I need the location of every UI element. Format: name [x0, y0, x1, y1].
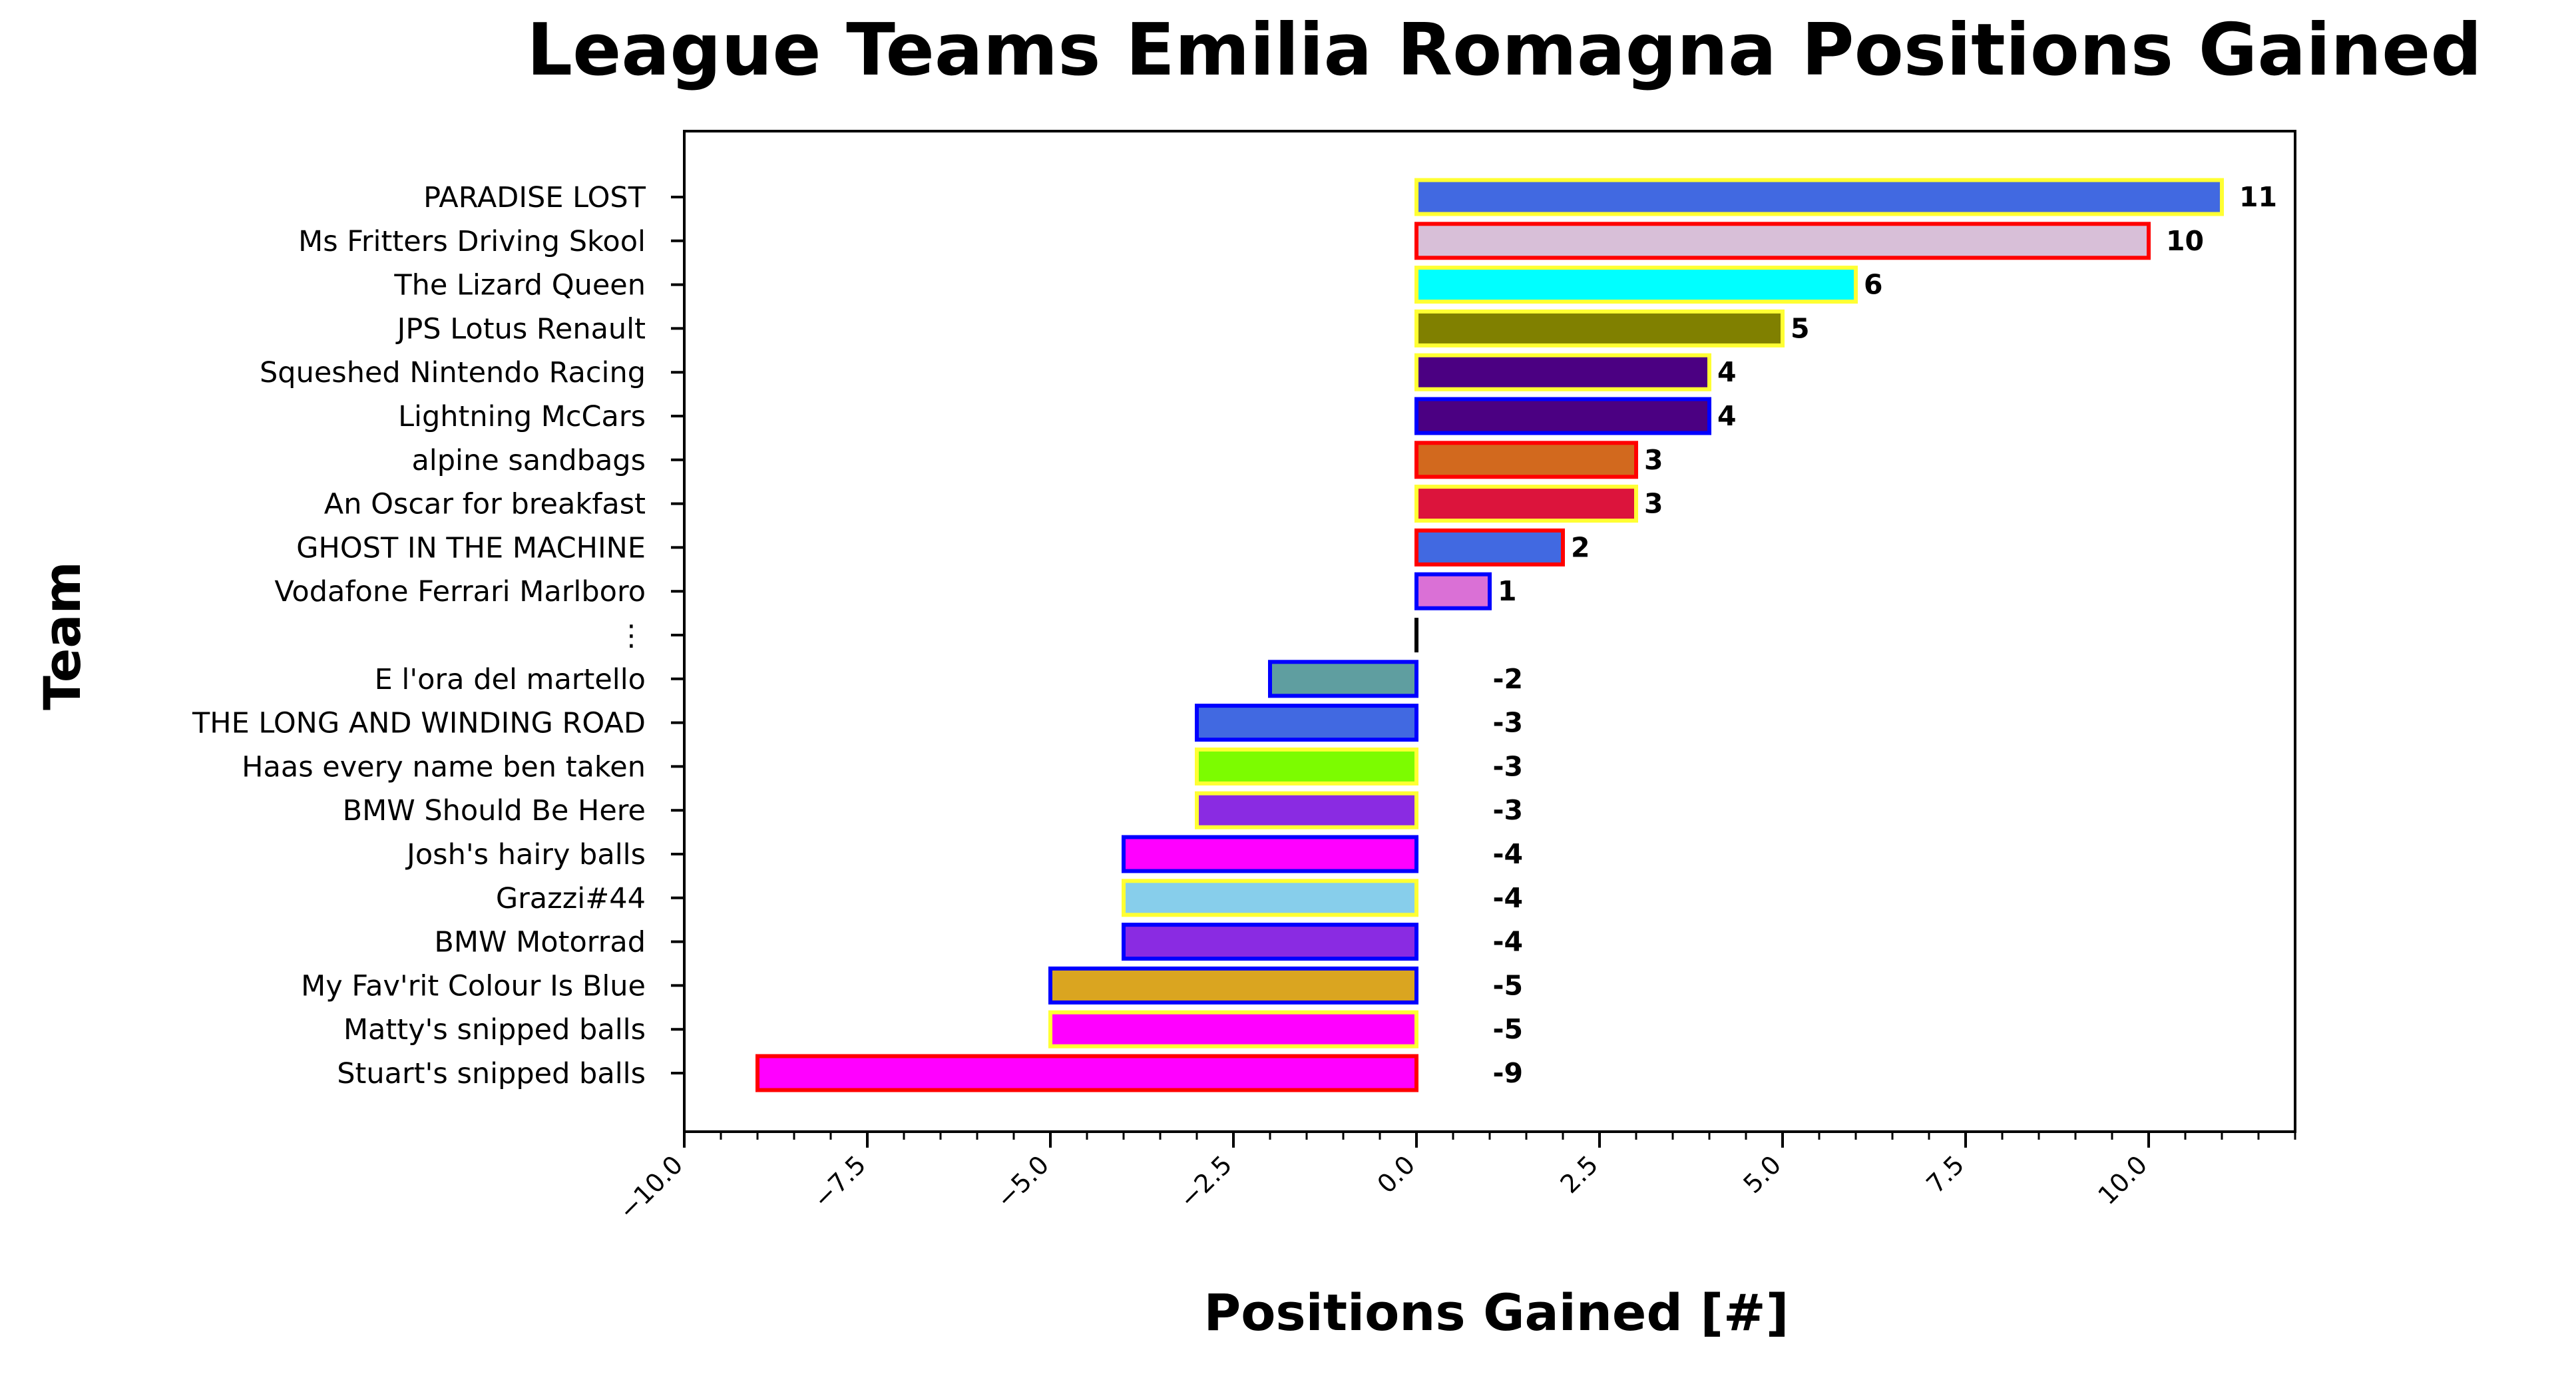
bar	[1122, 835, 1418, 873]
team-label: alpine sandbags	[411, 444, 646, 477]
x-tick-label: 7.5	[1921, 1150, 1970, 1199]
bar	[1414, 178, 2224, 216]
bar	[1048, 966, 1418, 1005]
team-label: Matty's snipped balls	[343, 1013, 646, 1046]
bar	[1414, 353, 1711, 391]
plot-area: −10.0 −7.5 −5.0 −2.5 0.0 2.5 5.0 7.5 10.0 PARADIS…	[192, 130, 2296, 1226]
value-label: -3	[1492, 750, 1523, 782]
value-label: -5	[1492, 969, 1523, 1001]
x-tick-label: 2.5	[1555, 1150, 1604, 1199]
team-label: My Fav'rit Colour Is Blue	[301, 969, 646, 1003]
team-label: JPS Lotus Renault	[395, 312, 646, 345]
value-label: 10	[2166, 225, 2204, 257]
team-label: BMW Motorrad	[434, 926, 646, 959]
bar	[1048, 1010, 1418, 1048]
value-label: 5	[1791, 312, 1810, 344]
y-axis-label: Team	[33, 561, 92, 710]
value-label: -4	[1492, 882, 1523, 914]
x-tick-label: −10.0	[613, 1150, 688, 1225]
bar	[755, 1054, 1418, 1092]
team-label: Vodafone Ferrari Marlboro	[274, 575, 646, 608]
bar	[1414, 397, 1711, 435]
value-label: -9	[1492, 1057, 1523, 1089]
team-label: Josh's hairy balls	[405, 838, 646, 871]
bar	[1195, 747, 1418, 786]
team-label: THE LONG AND WINDING ROAD	[192, 707, 646, 740]
bar	[1195, 791, 1418, 829]
x-axis-label: Positions Gained [#]	[1204, 1283, 1789, 1342]
x-tick-label: −7.5	[807, 1150, 871, 1214]
value-label: -4	[1492, 926, 1523, 958]
value-label: 1	[1498, 575, 1517, 607]
x-tick-label: −5.0	[990, 1150, 1054, 1214]
team-label: GHOST IN THE MACHINE	[296, 531, 646, 565]
team-label: Lightning McCars	[398, 400, 646, 433]
value-label: 3	[1644, 444, 1663, 476]
x-tick-label: 10.0	[2092, 1150, 2153, 1210]
bar	[1414, 528, 1565, 567]
bar	[1414, 441, 1638, 479]
value-label: 4	[1717, 356, 1737, 388]
value-label: 4	[1717, 400, 1737, 432]
chart-title: League Teams Emilia Romagna Positions Ga…	[527, 9, 2481, 92]
value-label: 3	[1644, 488, 1663, 520]
bar	[1195, 704, 1418, 742]
team-label: An Oscar for breakfast	[324, 488, 646, 521]
value-label: -2	[1492, 663, 1523, 695]
bar	[1414, 222, 2151, 260]
value-label: -5	[1492, 1013, 1523, 1045]
value-label: 11	[2239, 181, 2277, 213]
team-label: BMW Should Be Here	[343, 794, 646, 827]
value-label: -3	[1492, 707, 1523, 739]
team-label: ⋮	[617, 619, 646, 652]
value-label: 6	[1864, 269, 1883, 301]
team-label: Haas every name ben taken	[242, 750, 646, 784]
x-tick-label: 5.0	[1738, 1150, 1787, 1199]
team-label: Stuart's snipped balls	[337, 1057, 646, 1090]
team-label: The Lizard Queen	[393, 269, 646, 302]
bar	[1268, 660, 1418, 698]
value-label: -4	[1492, 838, 1523, 870]
bar	[1122, 923, 1418, 961]
value-label: 2	[1571, 531, 1590, 563]
team-label: Ms Fritters Driving Skool	[298, 225, 646, 258]
bar	[1414, 266, 1858, 304]
bar	[1414, 485, 1638, 523]
value-label: -3	[1492, 794, 1523, 826]
team-label: Squeshed Nintendo Racing	[260, 356, 646, 389]
team-label: E l'ora del martello	[375, 663, 646, 696]
team-label: PARADISE LOST	[423, 181, 646, 214]
x-tick-label: −2.5	[1174, 1150, 1237, 1214]
x-tick-label: 0.0	[1372, 1150, 1421, 1199]
bar	[1122, 879, 1418, 917]
bar	[1414, 572, 1492, 610]
bar	[1414, 309, 1785, 347]
team-label: Grazzi#44	[496, 882, 646, 915]
